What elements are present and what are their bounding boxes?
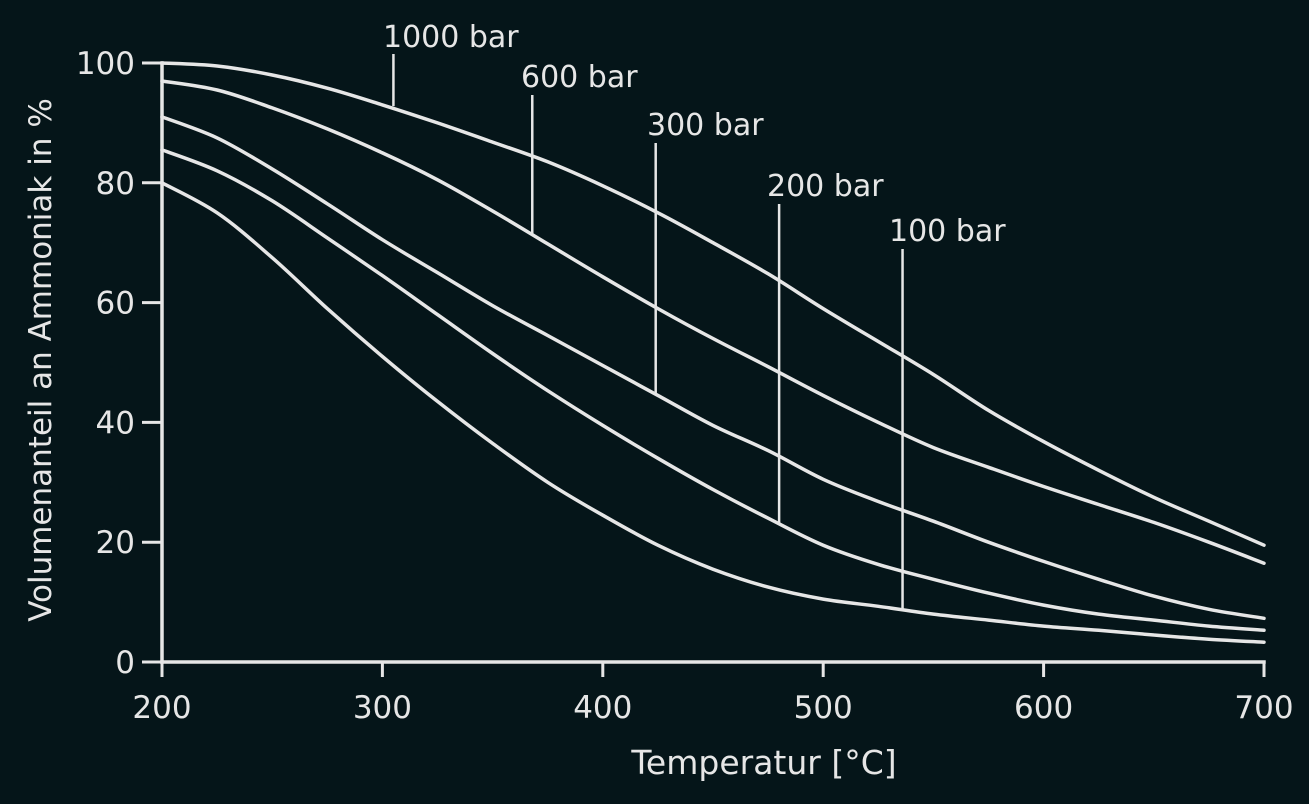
- series-line-300-bar: [160, 115, 1266, 621]
- x-tick-label-200: 200: [132, 690, 191, 726]
- x-tick-label-700: 700: [1234, 690, 1293, 726]
- series-label-300-bar: 300 bar: [647, 108, 764, 143]
- y-axis-title: Volumenanteil an Ammoniak in %: [23, 98, 59, 622]
- x-tick-label-600: 600: [1014, 690, 1073, 726]
- x-tick-label-400: 400: [573, 690, 632, 726]
- x-tick-label-500: 500: [794, 690, 853, 726]
- series-line-600-bar: [160, 79, 1266, 565]
- y-tick-label-60: 60: [96, 286, 135, 322]
- series-lines: [160, 61, 1266, 644]
- series-label-100-bar: 100 bar: [889, 214, 1006, 249]
- series-line-100-bar: [160, 181, 1266, 644]
- series-label-1000-bar: 1000 bar: [383, 20, 519, 55]
- series-label-600-bar: 600 bar: [521, 60, 638, 95]
- y-tick-label-100: 100: [76, 46, 135, 82]
- y-tick-label-0: 0: [115, 645, 135, 681]
- y-tick-label-80: 80: [96, 166, 135, 202]
- axes: 0 20 40 60 80 100 200 300 400 500 600 700: [76, 46, 1294, 726]
- series-label-200-bar: 200 bar: [767, 169, 884, 204]
- x-axis-title: Temperatur [°C]: [630, 743, 896, 782]
- series-line-1000-bar: [160, 61, 1266, 547]
- y-tick-label-20: 20: [96, 525, 135, 561]
- x-tick-label-300: 300: [353, 690, 412, 726]
- series-line-200-bar: [160, 148, 1266, 633]
- y-tick-label-40: 40: [96, 405, 135, 441]
